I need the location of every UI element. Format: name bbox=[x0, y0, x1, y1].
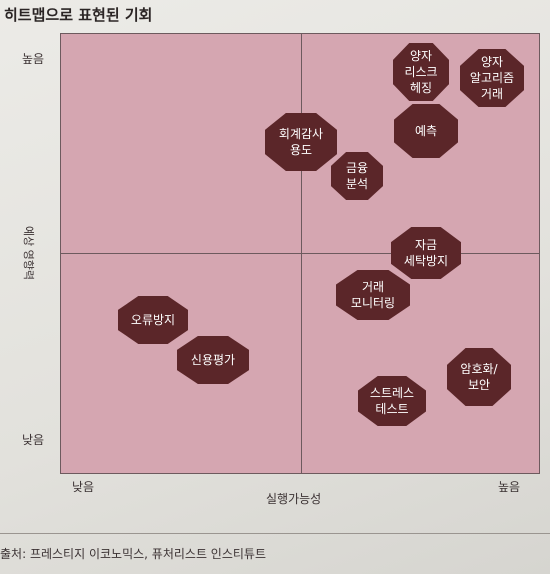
y-axis-high-label: 높음 bbox=[22, 52, 45, 66]
y-axis-low-label: 낮음 bbox=[22, 433, 45, 447]
node-money-laundering-prevention: 자금 세탁방지 bbox=[391, 227, 461, 279]
node-error-prevention: 오류방지 bbox=[118, 296, 188, 344]
node-audit-use: 회계감사 용도 bbox=[265, 113, 337, 171]
y-axis-label: 예상 영향력 bbox=[22, 225, 35, 281]
node-forecast: 예측 bbox=[394, 104, 458, 158]
node-credit-rating: 신용평가 bbox=[177, 336, 249, 384]
heatmap-plot-area bbox=[60, 33, 540, 474]
node-quantum-algorithm-trading: 양자 알고리즘 거래 bbox=[460, 49, 524, 107]
node-encryption-security: 암호화/ 보안 bbox=[447, 348, 511, 406]
horizontal-divider bbox=[61, 253, 539, 254]
node-financial-analysis: 금융 분석 bbox=[331, 152, 383, 200]
node-stress-test: 스트레스 테스트 bbox=[358, 376, 426, 426]
figure-title: 히트맵으로 표현된 기회 bbox=[4, 6, 153, 24]
source-divider bbox=[0, 533, 550, 534]
x-axis-label: 실행가능성 bbox=[266, 492, 322, 506]
node-trade-monitoring: 거래 모니터링 bbox=[336, 270, 410, 320]
node-quantum-risk-hedging: 양자 리스크 헤징 bbox=[393, 43, 449, 101]
source-note: 출처: 프레스티지 이코노믹스, 퓨처리스트 인스티튜트 bbox=[0, 547, 266, 561]
x-axis-low-label: 낮음 bbox=[72, 480, 95, 494]
x-axis-high-label: 높음 bbox=[498, 480, 521, 494]
